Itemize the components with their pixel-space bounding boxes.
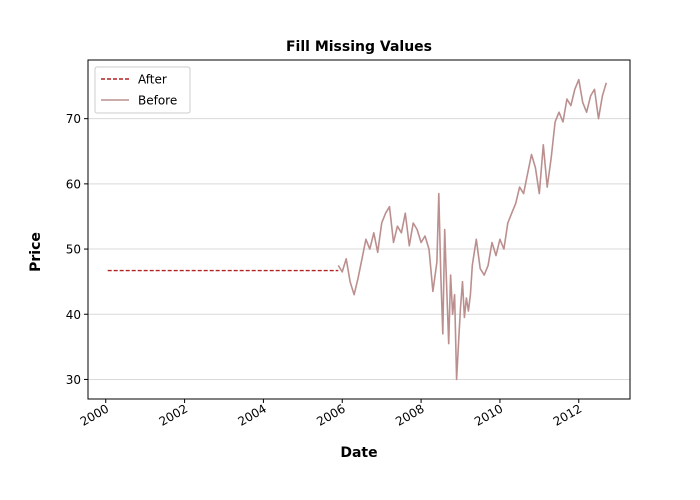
series-line-before [337, 78, 608, 381]
y-axis-label: Price [28, 232, 44, 272]
plot-frame [87, 59, 631, 400]
chart-title: Fill Missing Values [286, 39, 432, 55]
series-layer [107, 78, 608, 381]
x-axis-label: Date [340, 445, 377, 461]
legend-box [94, 66, 191, 114]
y-tick-label: 70 [66, 112, 81, 126]
y-tick-label: 60 [66, 177, 81, 191]
y-axis-ticks: 30 40 50 60 70 [66, 112, 88, 387]
y-tick-label: 40 [66, 308, 81, 322]
grid-lines [88, 118, 630, 380]
legend-label-after: After [138, 73, 167, 87]
legend: After Before [94, 66, 191, 114]
y-tick-label: 30 [66, 373, 81, 387]
legend-label-before: Before [138, 94, 177, 108]
y-tick-label: 50 [66, 243, 81, 257]
